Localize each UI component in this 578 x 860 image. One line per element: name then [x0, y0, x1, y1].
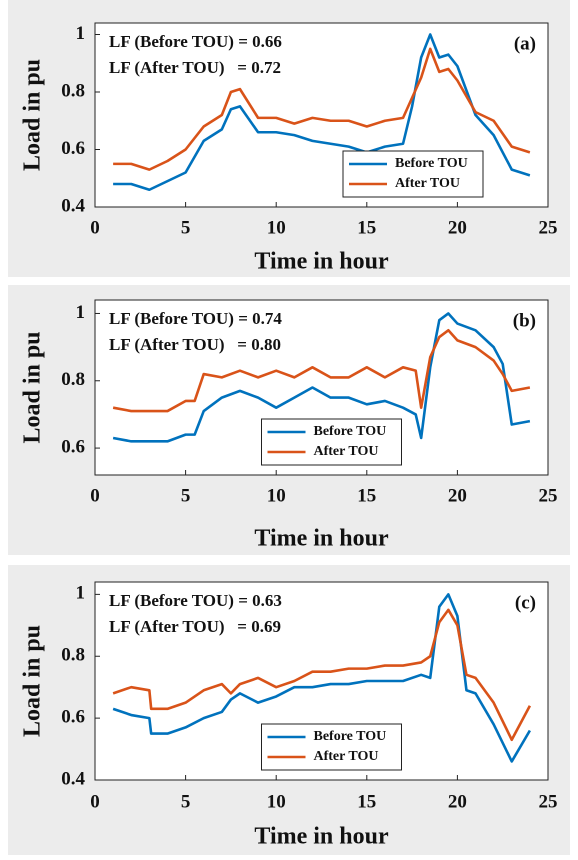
x-tick-label: 25 — [539, 217, 558, 238]
x-tick-label: 20 — [448, 217, 467, 238]
data-line — [113, 47, 531, 171]
x-tick-label: 15 — [357, 485, 376, 506]
x-tick-label: 0 — [90, 791, 100, 812]
legend-box — [261, 723, 402, 771]
legend-label: Before TOU — [314, 729, 387, 744]
data-line — [113, 33, 531, 192]
panel-label: (c) — [515, 592, 536, 613]
x-tick-label: 25 — [539, 485, 558, 506]
y-tick-label: 0.6 — [61, 436, 85, 457]
y-tick-label: 1 — [76, 23, 86, 44]
x-tick-label: 15 — [357, 791, 376, 812]
y-tick-label: 0.4 — [61, 768, 85, 789]
y-tick-label: 0.6 — [61, 138, 85, 159]
data-line — [112, 312, 531, 443]
data-line — [112, 328, 531, 413]
y-tick-label: 0.6 — [61, 706, 85, 727]
x-tick-label: 10 — [267, 217, 286, 238]
annotation: LF (After TOU) = 0.80 — [109, 335, 281, 354]
x-tick-label: 10 — [267, 485, 286, 506]
legend-box — [342, 150, 484, 198]
y-tick-label: 0.8 — [61, 369, 85, 390]
annotation: LF (After TOU) = 0.69 — [109, 617, 281, 636]
x-tick-label: 20 — [448, 485, 467, 506]
x-axis-label: Time in hour — [254, 526, 389, 552]
x-tick-label: 20 — [448, 791, 467, 812]
legend-label: Before TOU — [395, 156, 468, 171]
y-tick-label: 0.8 — [61, 80, 85, 101]
y-axis-label: Load in pu — [20, 59, 46, 171]
panel-label: (a) — [514, 33, 536, 54]
y-tick-label: 1 — [76, 302, 86, 323]
annotation: LF (Before TOU) = 0.66 — [109, 32, 282, 51]
legend-label: After TOU — [314, 749, 379, 764]
y-tick-label: 0.4 — [61, 195, 85, 216]
x-tick-label: 10 — [267, 791, 286, 812]
y-tick-label: 1 — [76, 583, 86, 604]
x-tick-label: 15 — [357, 217, 376, 238]
legend-label: Before TOU — [314, 424, 387, 439]
legend-label: After TOU — [314, 444, 379, 459]
x-tick-label: 5 — [181, 791, 191, 812]
x-tick-label: 5 — [181, 217, 191, 238]
x-axis-label: Time in hour — [254, 249, 389, 275]
x-tick-label: 0 — [90, 485, 100, 506]
legend-box — [261, 418, 402, 466]
y-axis-label: Load in pu — [20, 625, 46, 737]
x-tick-label: 5 — [181, 485, 191, 506]
y-tick-label: 0.8 — [61, 645, 85, 666]
legend-label: After TOU — [395, 176, 460, 191]
y-axis-label: Load in pu — [20, 331, 46, 443]
annotation: LF (Before TOU) = 0.63 — [109, 591, 282, 610]
annotation: LF (After TOU) = 0.72 — [109, 58, 281, 77]
panel-label: (b) — [513, 310, 536, 331]
x-axis-label: Time in hour — [254, 824, 389, 850]
annotation: LF (Before TOU) = 0.74 — [109, 309, 282, 328]
x-tick-label: 0 — [90, 217, 100, 238]
x-tick-label: 25 — [539, 791, 558, 812]
data-line — [112, 608, 532, 742]
